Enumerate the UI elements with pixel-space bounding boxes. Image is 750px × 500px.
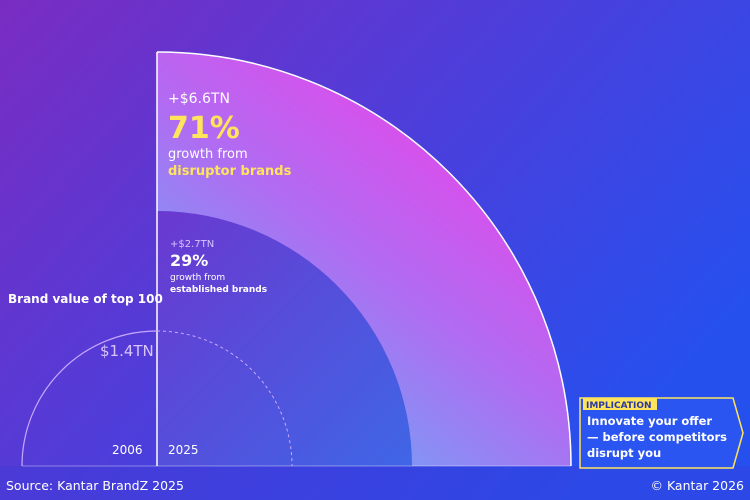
disruptor-percent: 71% (168, 111, 240, 146)
implication-label-bg (583, 398, 657, 410)
established-amount: +$2.7TN (170, 239, 214, 250)
year-2006: 2006 (112, 443, 143, 457)
disruptor-amount: +$6.6TN (168, 91, 230, 107)
source: Source: Kantar BrandZ 2025 (6, 478, 184, 493)
implication-box (579, 397, 744, 469)
outer-arc (156, 51, 572, 467)
disruptor-line1: growth from (168, 147, 248, 162)
disruptor-line2: disruptor brands (168, 164, 292, 179)
implication-label: IMPLICATION (586, 401, 652, 411)
implication-line: disrupt you (587, 446, 661, 460)
year-2025: 2025 (168, 443, 199, 457)
copyright: © Kantar 2026 (650, 478, 744, 493)
established-area (157, 211, 412, 466)
base-arc (21, 330, 158, 467)
base-value: $1.4TN (100, 342, 154, 360)
established-percent: 29% (170, 251, 208, 270)
established-line1: growth from (170, 273, 225, 283)
implication-line: — before competitors (587, 430, 727, 444)
title: Brand value of top 100 (8, 292, 163, 306)
established-line2: established brands (170, 285, 267, 295)
implication-line: Innovate your offer (587, 414, 712, 428)
footer-band (0, 466, 750, 500)
